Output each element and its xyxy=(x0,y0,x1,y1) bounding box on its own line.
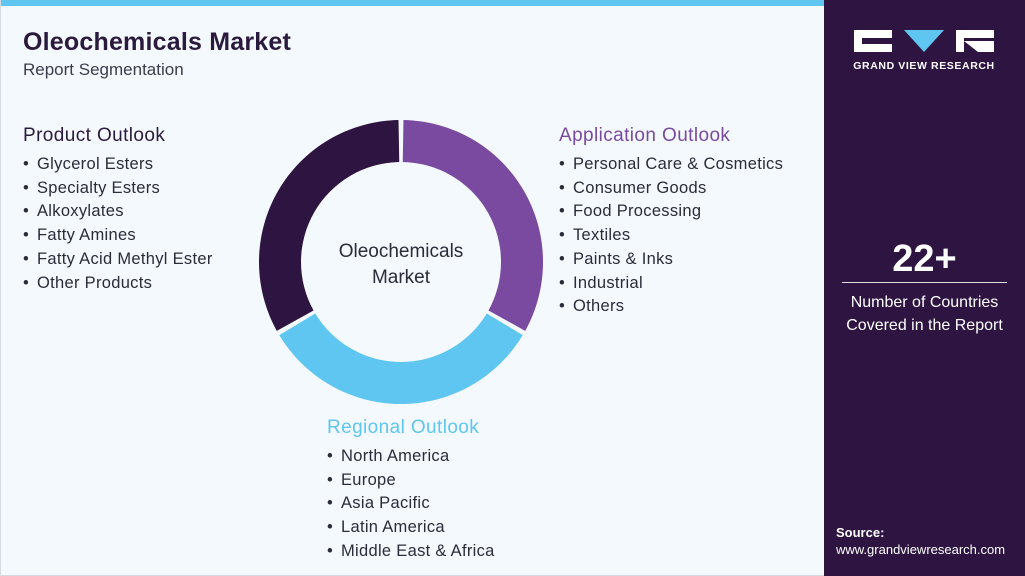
list-item: • Middle East & Africa xyxy=(327,540,495,564)
source-url: www.grandviewresearch.com xyxy=(836,542,1006,557)
list-item: • Fatty Amines xyxy=(23,224,213,248)
list-item-label: Glycerol Esters xyxy=(37,155,154,173)
bullet-icon: • xyxy=(327,470,334,489)
bullet-icon: • xyxy=(559,226,566,245)
list-item: • Europe xyxy=(327,469,495,493)
list-item-label: North America xyxy=(341,447,450,465)
stat-label-line2: Covered in the Report xyxy=(846,317,1003,334)
bullet-icon: • xyxy=(23,226,30,245)
page-subtitle: Report Segmentation xyxy=(23,60,184,79)
bullet-icon: • xyxy=(327,494,334,513)
list-item-label: Latin America xyxy=(341,518,445,537)
bullet-icon: • xyxy=(23,249,30,268)
list-item: • North America xyxy=(327,445,495,469)
list-item-label: Personal Care & Cosmetics xyxy=(573,155,784,173)
regional-outlook-heading: Regional Outlook xyxy=(327,417,480,438)
list-item: • Food Processing xyxy=(559,200,783,224)
bullet-icon: • xyxy=(327,518,334,537)
list-item: • Others xyxy=(559,295,783,319)
top-accent-bar xyxy=(1,0,825,6)
bullet-icon: • xyxy=(23,178,30,197)
list-item: • Personal Care & Cosmetics xyxy=(559,153,783,177)
product-outlook-list: • Glycerol Esters • Specialty Esters • Alkoxy… xyxy=(23,153,213,295)
bullet-icon: • xyxy=(559,178,566,197)
regional-outlook-list: • North America • Europe • Asia Pacific • Latin… xyxy=(327,445,495,564)
list-item-label: Middle East & Africa xyxy=(341,541,495,560)
list-item: • Alkoxylates xyxy=(23,200,213,224)
product-outlook-heading: Product Outlook xyxy=(23,125,166,146)
list-item: • Other Products xyxy=(23,272,213,296)
donut-center-label-line2: Market xyxy=(372,267,431,288)
list-item-label: Specialty Esters xyxy=(37,178,161,197)
donut-segment-product xyxy=(259,120,400,331)
bullet-icon: • xyxy=(559,273,566,292)
list-item-label: Consumer Goods xyxy=(573,178,707,197)
bullet-icon: • xyxy=(23,155,30,173)
list-item: • Glycerol Esters xyxy=(23,153,213,177)
list-item-label: Asia Pacific xyxy=(341,494,430,513)
bullet-icon: • xyxy=(559,202,566,221)
stat-divider xyxy=(842,282,1007,283)
list-item-label: Textiles xyxy=(573,226,631,245)
donut-center-label-line1: Oleochemicals xyxy=(339,241,464,262)
main-panel: Oleochemicals Market Report Segmentation… xyxy=(0,0,825,576)
page-title: Oleochemicals Market xyxy=(23,28,292,56)
list-item: • Paints & Inks xyxy=(559,248,783,272)
donut-segment-application xyxy=(402,120,543,331)
list-item: • Consumer Goods xyxy=(559,177,783,201)
list-item-label: Industrial xyxy=(573,273,643,292)
list-item-label: Fatty Amines xyxy=(37,226,136,245)
list-item: • Latin America xyxy=(327,516,495,540)
stat-label: Number of Countries Covered in the Repor… xyxy=(824,291,1025,337)
donut-segment-regional xyxy=(279,313,523,404)
product-outlook-block: Product Outlook • Glycerol Esters • Special… xyxy=(23,125,213,295)
bullet-icon: • xyxy=(23,202,30,221)
list-item: • Fatty Acid Methyl Ester xyxy=(23,248,213,272)
bullet-icon: • xyxy=(559,297,566,316)
list-item: • Asia Pacific xyxy=(327,492,495,516)
list-item: • Specialty Esters xyxy=(23,177,213,201)
brand-name: GRAND VIEW RESEARCH xyxy=(853,60,995,72)
list-item-label: Fatty Acid Methyl Ester xyxy=(37,249,213,268)
sidebar: GRAND VIEW RESEARCH 22+ Number of Countr… xyxy=(824,0,1025,576)
list-item: • Textiles xyxy=(559,224,783,248)
regional-outlook-block: Regional Outlook • North America • Europe • A… xyxy=(327,417,495,564)
stat-value: 22+ xyxy=(892,238,957,280)
list-item-label: Others xyxy=(573,297,625,316)
bullet-icon: • xyxy=(559,249,566,268)
source-label: Source: xyxy=(836,525,885,540)
bullet-icon: • xyxy=(327,447,334,465)
stat-label-line1: Number of Countries xyxy=(850,294,999,311)
application-outlook-list: • Personal Care & Cosmetics • Consumer Good… xyxy=(559,153,783,319)
application-outlook-heading: Application Outlook xyxy=(559,125,731,146)
list-item-label: Europe xyxy=(341,470,397,489)
list-item-label: Paints & Inks xyxy=(573,249,674,268)
bullet-icon: • xyxy=(559,155,566,173)
list-item-label: Food Processing xyxy=(573,202,702,221)
brand-logo: GRAND VIEW RESEARCH xyxy=(852,28,996,72)
application-outlook-block: Application Outlook • Personal Care & Cos… xyxy=(559,125,783,319)
list-item-label: Other Products xyxy=(37,273,153,292)
list-item: • Industrial xyxy=(559,272,783,296)
segmentation-donut: Oleochemicals Market xyxy=(259,120,543,404)
list-item-label: Alkoxylates xyxy=(37,202,124,221)
bullet-icon: • xyxy=(23,273,30,292)
brand-logo-icon xyxy=(854,30,994,52)
bullet-icon: • xyxy=(327,541,334,560)
